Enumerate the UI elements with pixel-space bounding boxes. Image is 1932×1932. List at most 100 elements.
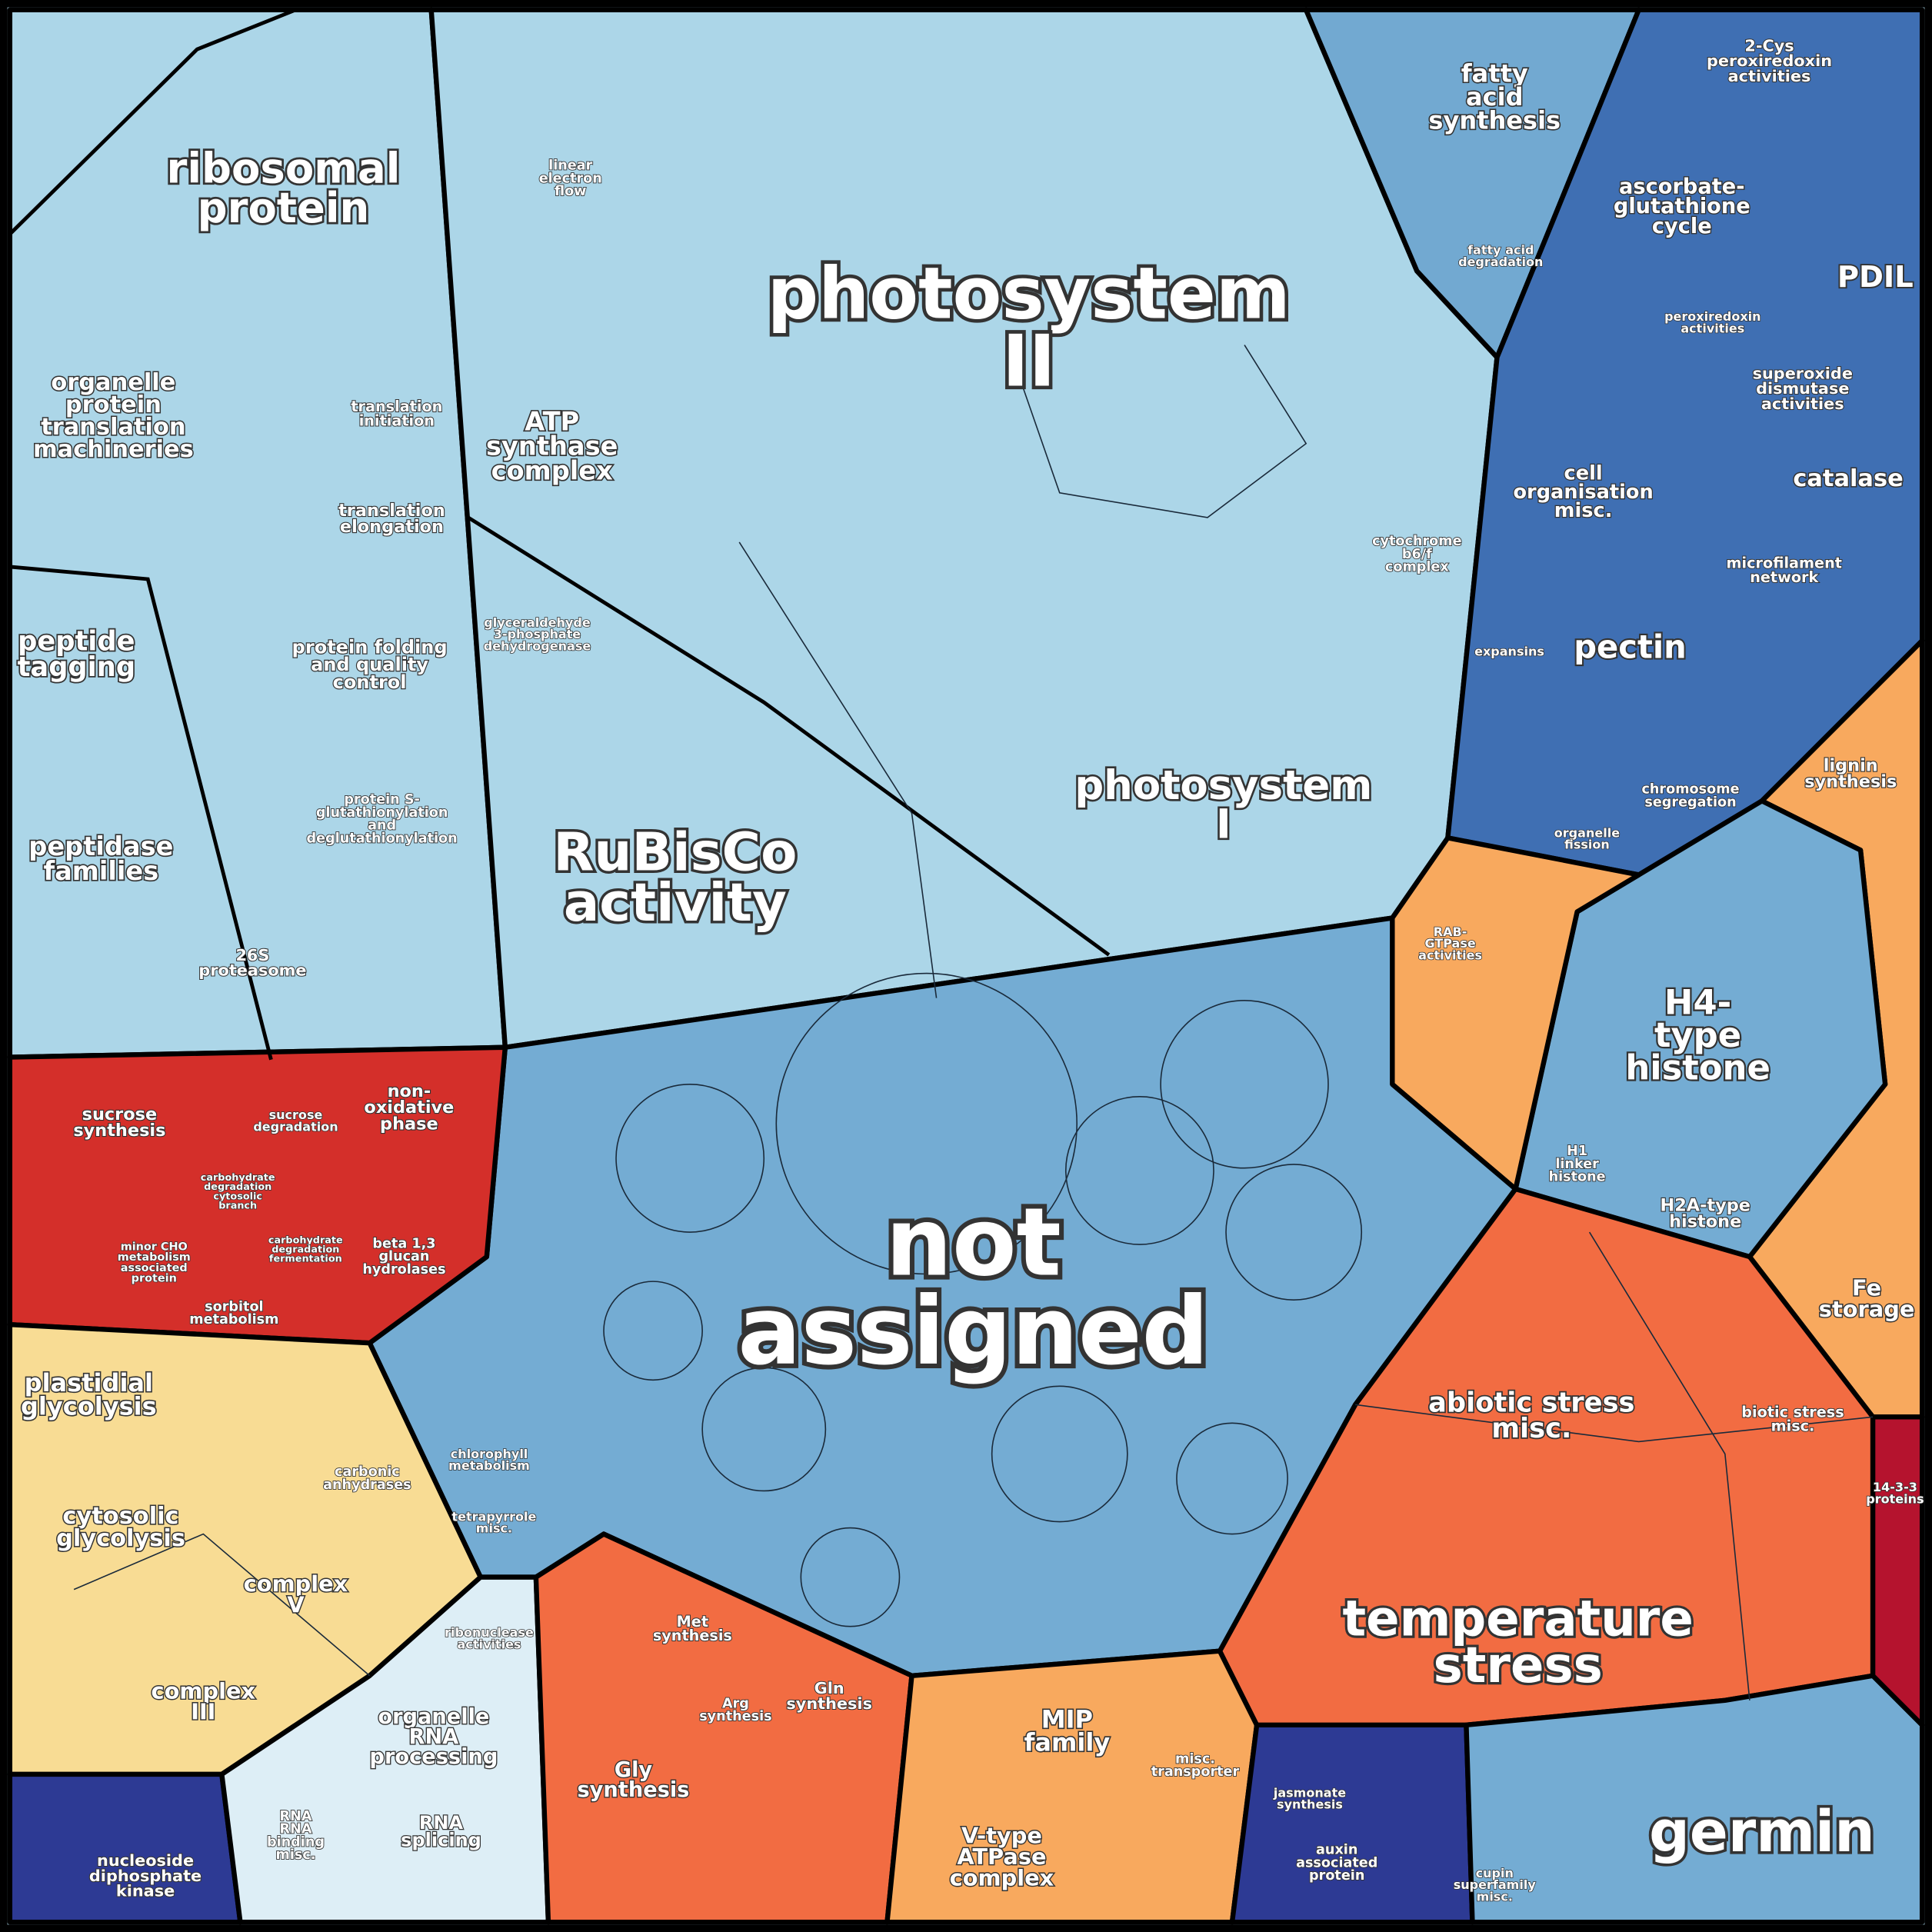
region-label: protein S-glutathionylation and deglutathi… <box>307 792 458 846</box>
label-line: associated <box>1296 1855 1377 1870</box>
label-line: activities <box>1681 321 1744 335</box>
region-label: carbohydrate degradation fermentation <box>268 1234 343 1264</box>
label-line: misc. <box>275 1847 315 1863</box>
region-label: nucleoside diphosphate kinase <box>89 1851 202 1900</box>
region-label: temperature stress <box>1343 1591 1694 1694</box>
cell <box>1355 1404 1874 1443</box>
region-label: photosystem II <box>768 252 1291 403</box>
label-line: complex <box>491 455 613 485</box>
label-line: deglutathionylation <box>307 831 458 846</box>
label-line: protein <box>65 391 162 418</box>
label-line: b6/f <box>1402 547 1432 562</box>
region-label: expansins <box>1474 644 1544 658</box>
region-label: biotic stress misc. <box>1741 1403 1844 1434</box>
label-line: V-type <box>961 1822 1042 1848</box>
label-line: peroxiredoxin <box>1664 309 1761 324</box>
label-line: carbohydrate <box>201 1171 275 1183</box>
label-line: chlorophyll <box>451 1446 528 1461</box>
label-line: glyceraldehyde <box>484 615 591 629</box>
region-label: organelle fission <box>1554 825 1620 851</box>
label-line: III <box>191 1699 215 1725</box>
region-label: Gly synthesis <box>577 1758 689 1802</box>
cell <box>9 565 273 1061</box>
label-line: organelle <box>51 369 175 396</box>
region-label: cytochrome b6/f complex <box>1372 534 1462 575</box>
cell <box>1176 1422 1288 1535</box>
label-line: synthesis <box>1277 1797 1343 1811</box>
region-label: H2A-type histone <box>1660 1195 1750 1231</box>
label-line: 14-3-3 <box>1873 1480 1917 1494</box>
label-line: PDIL <box>1837 260 1914 295</box>
label-line: protein <box>1309 1868 1364 1884</box>
label-line: temperature <box>1343 1591 1694 1647</box>
label-line: complex <box>244 1571 348 1597</box>
label-line: ribosomal <box>167 144 401 193</box>
label-line: beta 1,3 <box>372 1236 435 1251</box>
region-label: Met synthesis <box>653 1612 732 1644</box>
label-line: MIP <box>1041 1704 1093 1734</box>
label-line: network <box>1750 568 1819 585</box>
region-label: translation elongation <box>338 500 445 536</box>
label-line: II <box>1002 320 1055 403</box>
label-line: metabolism <box>118 1251 191 1264</box>
label-line: degradation <box>204 1181 271 1193</box>
label-line: proteasome <box>198 961 306 980</box>
region-label: organelle RNA processing <box>370 1705 498 1769</box>
cell <box>1225 1164 1363 1301</box>
regions <box>7 7 1925 1925</box>
region-label: Fe storage <box>1819 1274 1915 1321</box>
label-line: linker <box>1555 1157 1599 1172</box>
region-label: organelle protein translation machineries <box>33 369 194 463</box>
label-line: RAB- <box>1434 924 1467 938</box>
label-line: photosystem <box>768 252 1291 335</box>
label-line: activities <box>1761 395 1844 413</box>
label-line: proteins <box>1866 1491 1924 1506</box>
label-line: degradation <box>1458 254 1543 268</box>
region-label: linear electron flow <box>539 158 602 199</box>
region-label: Arg synthesis <box>699 1696 771 1724</box>
region-carbohydrate <box>7 1044 508 1346</box>
label-line: synthesis <box>73 1121 165 1141</box>
label-line: translation <box>338 500 445 520</box>
label-line: fission <box>1564 837 1610 851</box>
label-line: complex <box>1385 560 1449 575</box>
label-line: glycolysis <box>56 1524 185 1551</box>
label-line: misc. <box>476 1521 512 1535</box>
label-line: Gln <box>814 1679 844 1697</box>
label-line: anhydrases <box>323 1477 411 1493</box>
label-line: photosystem <box>1074 762 1372 809</box>
label-line: fatty acid <box>1467 242 1534 257</box>
label-line: metabolism <box>448 1458 530 1473</box>
label-line: hydrolases <box>362 1262 445 1277</box>
label-line: jasmonate <box>1273 1785 1346 1800</box>
region-label: jasmonate synthesis <box>1273 1785 1346 1811</box>
label-line: lignin <box>1824 755 1878 775</box>
label-line: phase <box>380 1114 438 1134</box>
label-line: cytochrome <box>1372 534 1462 549</box>
label-line: glutathionylation <box>316 805 448 821</box>
label-line: translation <box>351 398 442 415</box>
label-line: cytosolic <box>213 1191 262 1202</box>
label-line: histone <box>1549 1170 1606 1185</box>
label-line: H1 <box>1567 1144 1587 1159</box>
label-line: minor CHO <box>121 1241 188 1254</box>
label-line: organelle <box>378 1705 489 1729</box>
label-line: complex <box>950 1864 1054 1890</box>
cell <box>603 1281 703 1381</box>
label-line: activity <box>564 872 787 934</box>
label-line: RNA <box>280 1809 312 1824</box>
region-label: 2-Cys peroxiredoxin activities <box>1707 36 1832 85</box>
region-label: plastidial glycolysis <box>21 1368 157 1421</box>
label-line: cytosolic <box>62 1503 178 1530</box>
label-line: non- <box>388 1081 431 1101</box>
label-line: RNA <box>419 1812 464 1834</box>
label-line: and quality <box>311 654 428 675</box>
label-line: not <box>885 1188 1061 1297</box>
label-line: H2A-type <box>1660 1195 1750 1215</box>
label-line: initiation <box>359 411 435 429</box>
region-label: non-oxidative phase <box>364 1081 454 1134</box>
label-line: protein <box>132 1273 177 1285</box>
region-label: beta 1,3 glucan hydrolases <box>362 1236 445 1277</box>
label-line: 2-Cys <box>1744 36 1794 55</box>
